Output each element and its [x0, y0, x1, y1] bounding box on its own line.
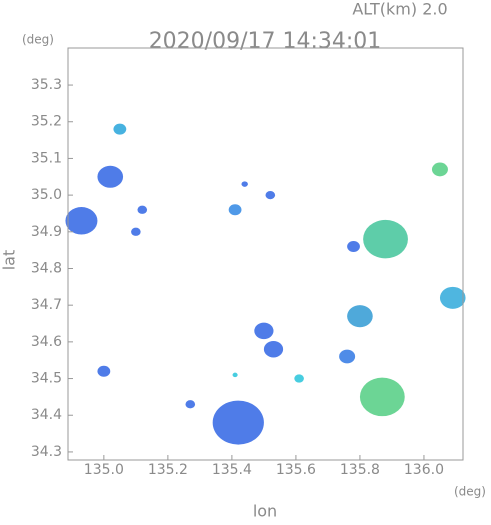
x-axis-label: lon	[253, 502, 277, 521]
echo	[339, 349, 356, 364]
echo	[65, 207, 98, 235]
echo	[347, 305, 373, 328]
x-tick-label: 135.0	[84, 462, 124, 478]
echo	[254, 322, 274, 340]
echo	[263, 340, 284, 358]
echo	[294, 374, 304, 383]
x-tick-label: 136.0	[404, 462, 444, 478]
subtitle: ALT(km) 2.0	[352, 0, 447, 19]
y-tick-label: 34.9	[31, 224, 62, 240]
echo	[359, 377, 405, 417]
echo	[131, 227, 141, 236]
echo	[439, 286, 466, 309]
echo	[431, 162, 448, 177]
echo	[363, 219, 408, 259]
echo	[97, 165, 124, 188]
y-tick-label: 35.1	[31, 150, 62, 166]
x-unit: (deg)	[454, 485, 486, 499]
y-tick-label: 35.2	[31, 114, 62, 130]
echo	[97, 365, 111, 377]
echo	[185, 400, 196, 409]
echo	[212, 400, 264, 445]
x-tick-label: 135.8	[340, 462, 380, 478]
y-tick-label: 34.8	[31, 260, 62, 276]
y-axis-label: lat	[0, 250, 19, 271]
x-tick-label: 135.4	[212, 462, 252, 478]
x-tick-label: 135.6	[276, 462, 316, 478]
y-tick-label: 34.7	[31, 297, 62, 313]
y-tick-label: 34.5	[31, 371, 62, 387]
echo	[228, 204, 242, 216]
echo	[113, 123, 127, 135]
echo	[241, 181, 248, 187]
chart-title: 2020/09/17 14:34:01	[149, 29, 382, 54]
echo	[137, 205, 148, 214]
echo	[347, 240, 360, 252]
y-tick-label: 34.4	[31, 407, 62, 423]
echo	[265, 190, 276, 200]
echo	[232, 372, 238, 378]
y-tick-label: 34.6	[31, 334, 62, 350]
y-tick-label: 35.3	[31, 77, 62, 93]
y-tick-label: 35.0	[31, 187, 62, 203]
x-tick-label: 135.2	[148, 462, 188, 478]
y-tick-label: 34.3	[31, 444, 62, 460]
plot-frame	[67, 47, 464, 461]
y-unit: (deg)	[22, 33, 54, 47]
